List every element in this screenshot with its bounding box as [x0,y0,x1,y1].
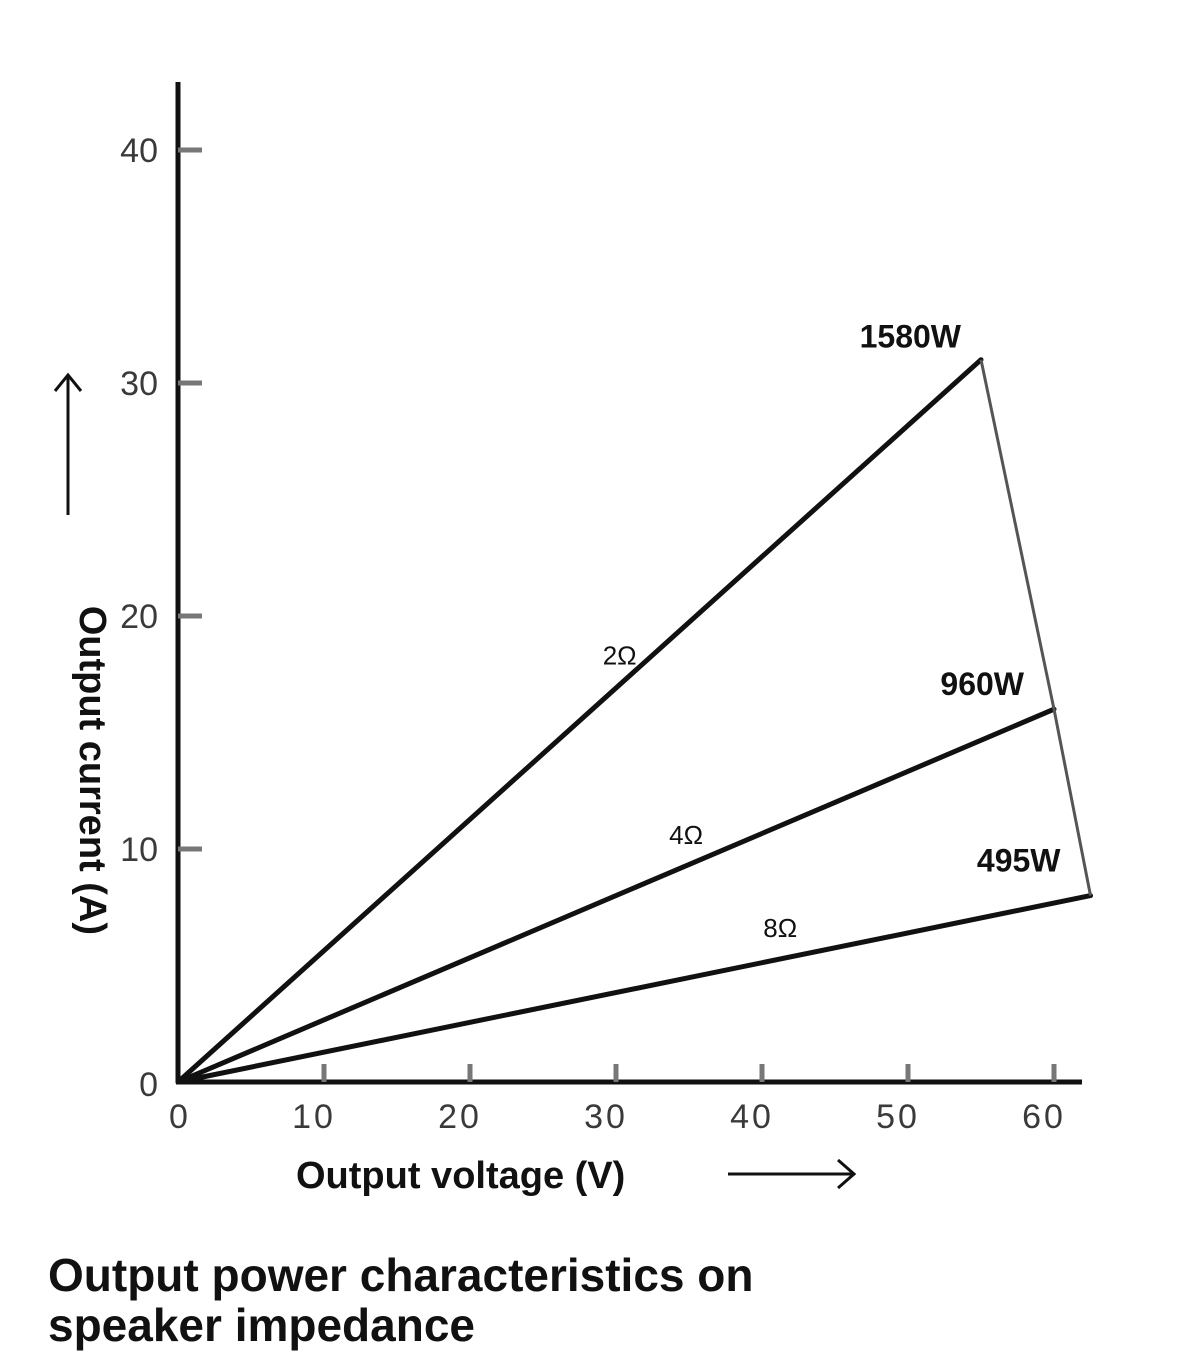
chart-title: Output power characteristics on speaker … [48,1250,1148,1350]
series-line-3 [175,893,1093,1085]
y-axis-label: Output current (A) [71,606,113,935]
power-label-1: 1580W [860,319,962,355]
x-tick-label: 30 [584,1098,628,1136]
chart-title-line-1: Output power characteristics on [48,1249,754,1301]
series-line-2 [175,706,1057,1085]
series-lines [175,357,1093,1085]
axes [175,82,1082,1085]
x-axis-arrow [728,1158,857,1190]
y-tick-label: 40 [120,132,158,170]
series-label-3: 8Ω [763,913,797,943]
x-ticks: 0 10 20 30 40 50 60 [169,1064,1066,1136]
power-label-3: 495W [977,843,1061,879]
x-tick-label: 40 [730,1098,774,1136]
series-labels: 2Ω 1580W 4Ω 960W 8Ω 495W [603,319,1062,943]
y-tick-label: 10 [120,831,158,869]
power-label-2: 960W [940,666,1024,702]
y-tick-label: 20 [120,598,158,636]
x-axis-label: Output voltage (V) [296,1155,625,1197]
x-tick-label: 10 [292,1098,336,1136]
y-tick-label: 0 [139,1066,158,1104]
y-ticks: 0 10 20 30 40 [120,132,202,1104]
x-tick-label: 0 [169,1098,191,1136]
y-tick-label: 30 [120,365,158,403]
series-label-1: 2Ω [603,641,637,671]
x-tick-label: 50 [876,1098,920,1136]
power-envelope-line [979,359,1092,896]
y-axis-arrow [53,372,83,515]
series-label-2: 4Ω [669,820,703,850]
chart-title-line-2: speaker impedance [48,1299,476,1351]
x-tick-label: 20 [438,1098,482,1136]
series-line-1 [175,357,984,1085]
x-tick-label: 60 [1022,1098,1066,1136]
